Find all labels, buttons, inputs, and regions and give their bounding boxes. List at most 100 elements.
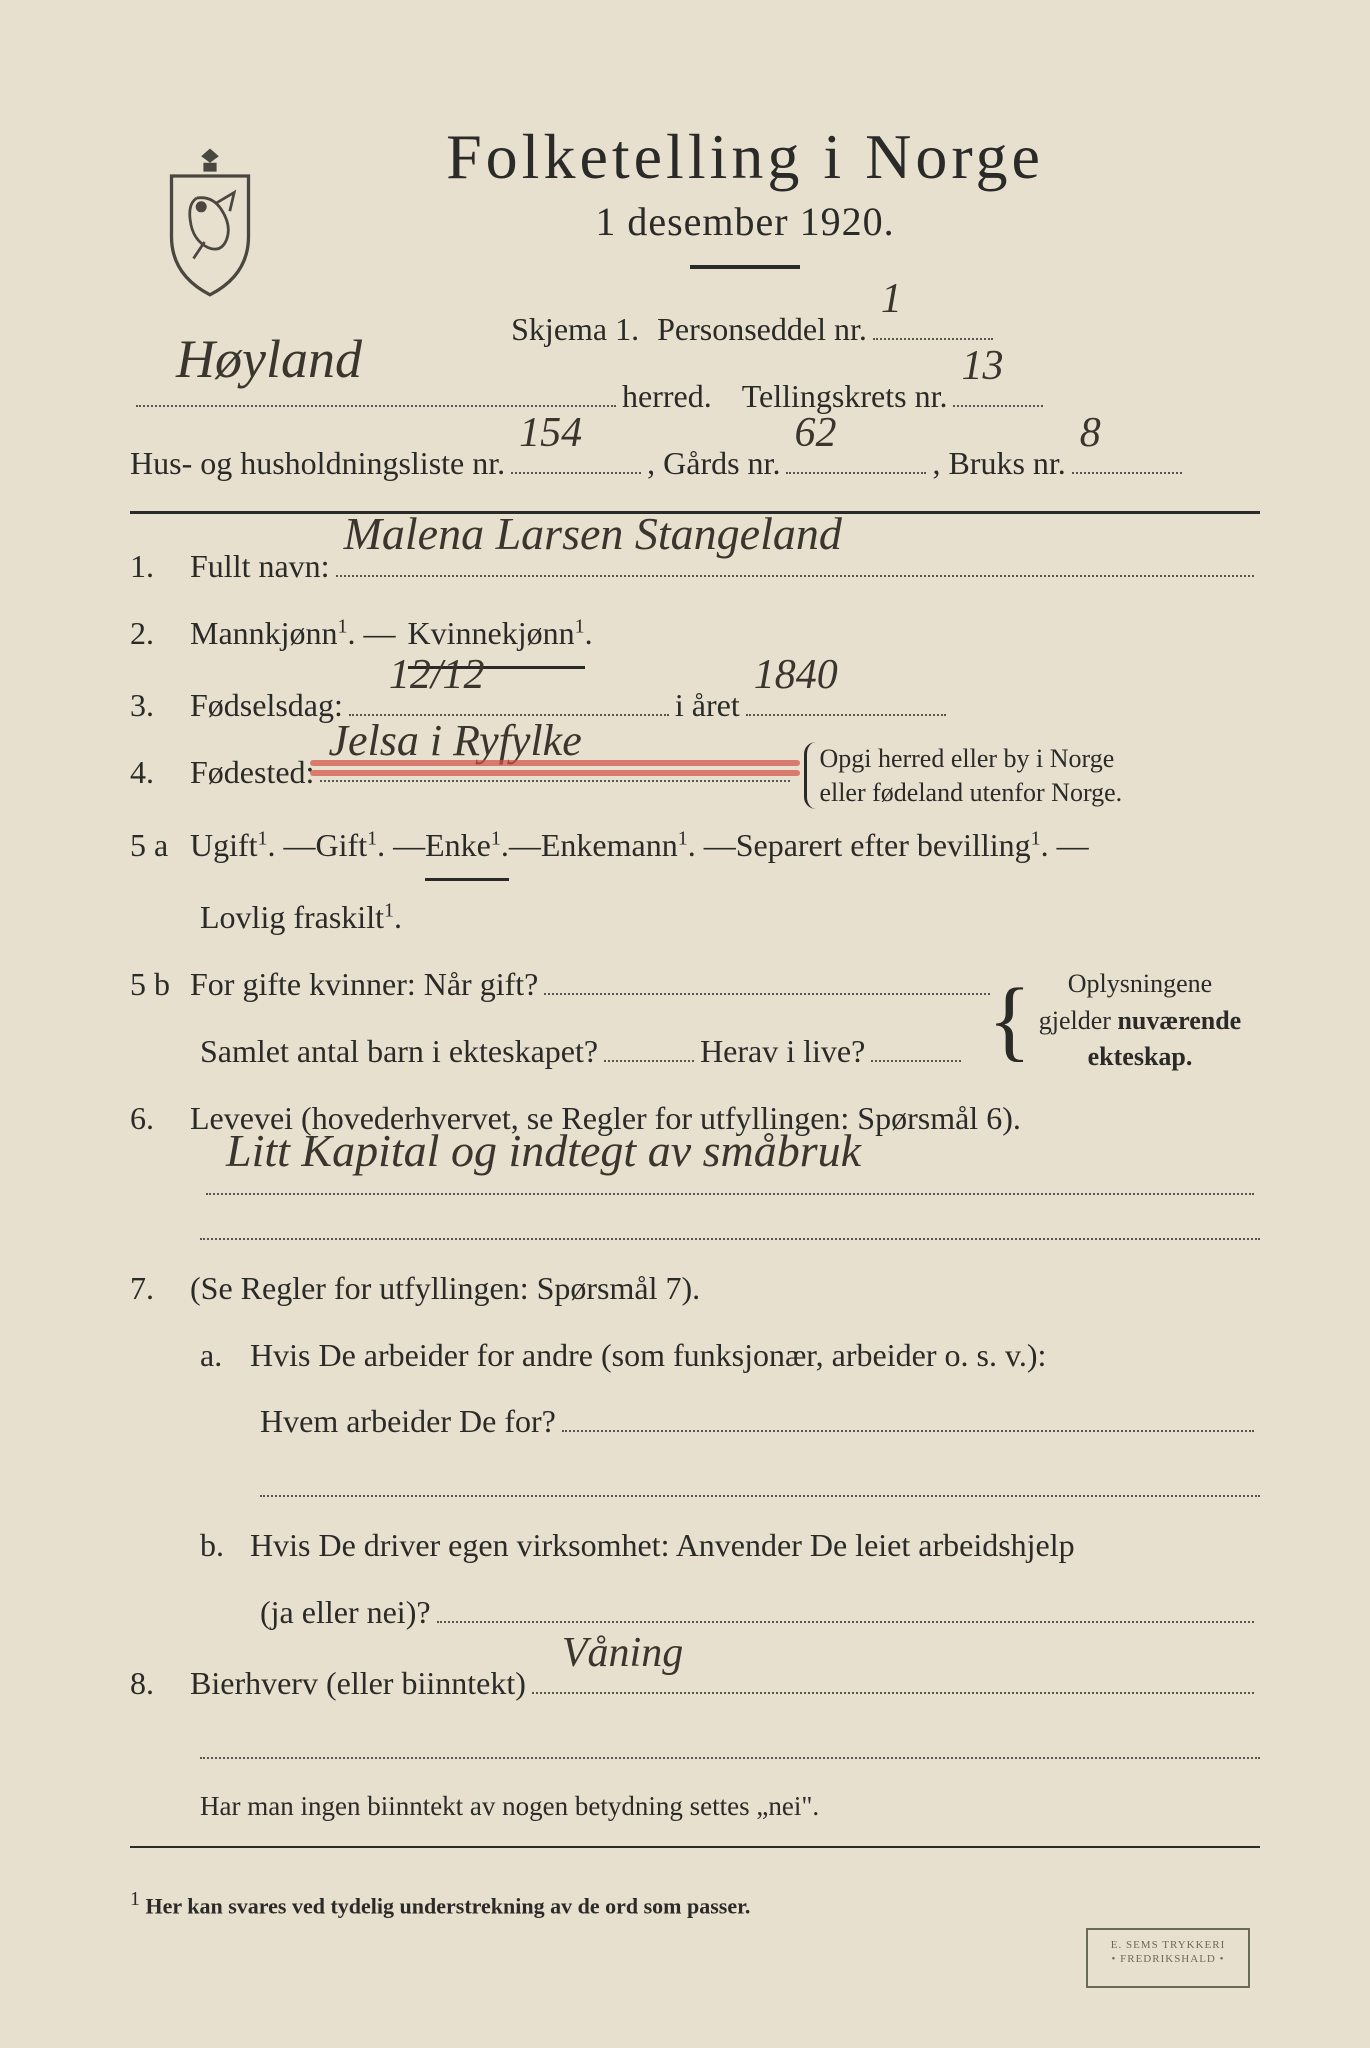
q8-field: Våning — [532, 1653, 1254, 1693]
q5a-row2: Lovlig fraskilt1. — [200, 887, 1260, 948]
q5b-l1a: For gifte kvinner: Når gift? — [190, 954, 538, 1015]
q1-value: Malena Larsen Stangeland — [344, 490, 842, 577]
bruks-label: , Bruks nr. — [932, 433, 1065, 494]
q4-field: Jelsa i Ryfylke — [320, 742, 790, 782]
q7-num: 7. — [130, 1258, 190, 1319]
q4-num: 4. — [130, 742, 190, 803]
q5b-barn-field — [604, 1021, 694, 1061]
q7b-row2: (ja eller nei)? — [260, 1582, 1260, 1643]
q7b-row1: b. Hvis De driver egen virksomhet: Anven… — [200, 1515, 1260, 1576]
tellingskrets-field: 13 — [953, 366, 1043, 406]
q8-num: 8. — [130, 1653, 190, 1714]
q7b-num: b. — [200, 1515, 250, 1576]
q7-label: (Se Regler for utfyllingen: Spørsmål 7). — [190, 1258, 700, 1319]
q5a-opt-4: Separert efter bevilling1. — — [736, 815, 1089, 876]
gards-nr: 62 — [794, 394, 836, 474]
q6-value: Litt Kapital og indtegt av småbruk — [226, 1107, 861, 1194]
main-title: Folketelling i Norge — [230, 120, 1260, 194]
q4-row: 4. Fødested: Jelsa i Ryfylke Opgi herred… — [130, 742, 1260, 810]
skjema-label: Skjema 1. — [511, 299, 639, 360]
q7a-l1: Hvis De arbeider for andre (som funksjon… — [250, 1325, 1046, 1386]
q8-label: Bierhverv (eller biinntekt) — [190, 1653, 526, 1714]
q1-field: Malena Larsen Stangeland — [336, 537, 1254, 577]
form-body: Skjema 1. Personseddel nr. 1 Høyland her… — [130, 299, 1260, 1927]
q2-row: 2. Mannkjønn1. — Kvinnekjønn1. — [130, 603, 1260, 669]
q5b-l2b: Herav i live? — [700, 1021, 865, 1082]
bruks-nr: 8 — [1080, 394, 1101, 474]
q5b-row1: 5 b For gifte kvinner: Når gift? — [130, 954, 996, 1015]
q8-note: Har man ingen biinntekt av nogen betydni… — [200, 1781, 1260, 1832]
q5b-block: 5 b For gifte kvinner: Når gift? Samlet … — [130, 954, 1260, 1088]
q2-mann: Mannkjønn1. — — [190, 603, 396, 664]
q7a-extra-line — [260, 1494, 1260, 1497]
q3-row: 3. Fødselsdag: 12/12 i året 1840 — [130, 675, 1260, 736]
q3-year: 1840 — [754, 636, 838, 716]
q5a-opt-3: Enkemann1. — — [541, 815, 736, 876]
q1-row: 1. Fullt navn: Malena Larsen Stangeland — [130, 536, 1260, 597]
perforation-edge — [0, 0, 30, 2048]
subtitle-date: 1 desember 1920. — [230, 198, 1260, 245]
q7-row: 7. (Se Regler for utfyllingen: Spørsmål … — [130, 1258, 1260, 1319]
footnote-rule — [130, 1846, 1260, 1848]
q2-num: 2. — [130, 603, 190, 664]
coat-of-arms — [155, 140, 265, 300]
q7a-l2: Hvem arbeider De for? — [260, 1391, 556, 1452]
husliste-field: 154 — [511, 433, 641, 473]
q5a-lovlig: Lovlig fraskilt1. — [200, 887, 402, 948]
q5b-live-field — [871, 1021, 961, 1061]
q8-value: Våning — [562, 1614, 683, 1694]
herred-value: Høyland — [176, 308, 362, 411]
footnote: 1 Her kan svares ved tydelig understrekn… — [130, 1880, 1260, 1927]
q5b-num: 5 b — [130, 954, 190, 1015]
q7a-row2: Hvem arbeider De for? — [260, 1391, 1260, 1452]
q7b-l2: (ja eller nei)? — [260, 1582, 431, 1643]
row-skjema: Skjema 1. Personseddel nr. 1 — [250, 299, 1260, 360]
q7a-field — [562, 1392, 1254, 1432]
q8-extra-line — [200, 1756, 1260, 1759]
personseddel-nr: 1 — [881, 260, 902, 340]
q5b-note: Oplysningene gjelder nuværende ekteskap. — [996, 966, 1260, 1075]
q3-year-label: i året — [675, 675, 740, 736]
q5a-opt-2: Enke1. — [425, 815, 509, 881]
q5a-row1: 5 a Ugift1. — Gift1. — Enke1. — Enkemann… — [130, 815, 1260, 881]
husliste-nr: 154 — [519, 394, 582, 474]
q1-label: Fullt navn: — [190, 536, 330, 597]
q5b-row2: Samlet antal barn i ekteskapet? Herav i … — [200, 1021, 996, 1082]
q6-num: 6. — [130, 1088, 190, 1149]
red-strike-2 — [310, 770, 800, 776]
q5a-dash: — — [509, 815, 541, 876]
herred-label: herred. — [622, 366, 712, 427]
q7a-row1: a. Hvis De arbeider for andre (som funks… — [200, 1325, 1260, 1386]
q8-row: 8. Bierhverv (eller biinntekt) Våning — [130, 1653, 1260, 1714]
title-block: Folketelling i Norge 1 desember 1920. — [230, 120, 1260, 269]
q6-extra-line — [200, 1237, 1260, 1240]
q4-label: Fødested: — [190, 742, 314, 803]
q5b-gift-field — [544, 955, 990, 995]
row-husliste: Hus- og husholdningsliste nr. 154 , Gård… — [130, 433, 1260, 494]
q7a-num: a. — [200, 1325, 250, 1386]
q1-num: 1. — [130, 536, 190, 597]
personseddel-label: Personseddel nr. — [657, 299, 867, 360]
q3-label: Fødselsdag: — [190, 675, 343, 736]
husliste-label: Hus- og husholdningsliste nr. — [130, 433, 505, 494]
q3-num: 3. — [130, 675, 190, 736]
printer-stamp: E. SEMS TRYKKERI • FREDRIKSHALD • — [1086, 1928, 1250, 1988]
q4-note: Opgi herred eller by i Norge eller fødel… — [804, 742, 1122, 810]
q6-field: Litt Kapital og indtegt av småbruk — [206, 1154, 1254, 1194]
q7b-l1: Hvis De driver egen virksomhet: Anvender… — [250, 1515, 1075, 1576]
q5b-l2a: Samlet antal barn i ekteskapet? — [200, 1021, 598, 1082]
bruks-field: 8 — [1072, 433, 1182, 473]
title-rule — [690, 265, 800, 269]
tellingskrets-label: Tellingskrets nr. — [742, 366, 948, 427]
q3-year-field: 1840 — [746, 676, 946, 716]
footnote-text: Her kan svares ved tydelig understreknin… — [146, 1893, 751, 1918]
q6-row2: Litt Kapital og indtegt av småbruk — [200, 1154, 1260, 1194]
q5a-opt-0: Ugift1. — — [190, 815, 316, 876]
tellingskrets-nr: 13 — [961, 327, 1003, 407]
gards-field: 62 — [786, 433, 926, 473]
red-strike-1 — [310, 760, 800, 766]
gards-label: , Gårds nr. — [647, 433, 780, 494]
census-form-page: Folketelling i Norge 1 desember 1920. Sk… — [0, 0, 1370, 2048]
q5a-opt-1: Gift1. — — [316, 815, 426, 876]
q7b-field — [437, 1583, 1254, 1623]
